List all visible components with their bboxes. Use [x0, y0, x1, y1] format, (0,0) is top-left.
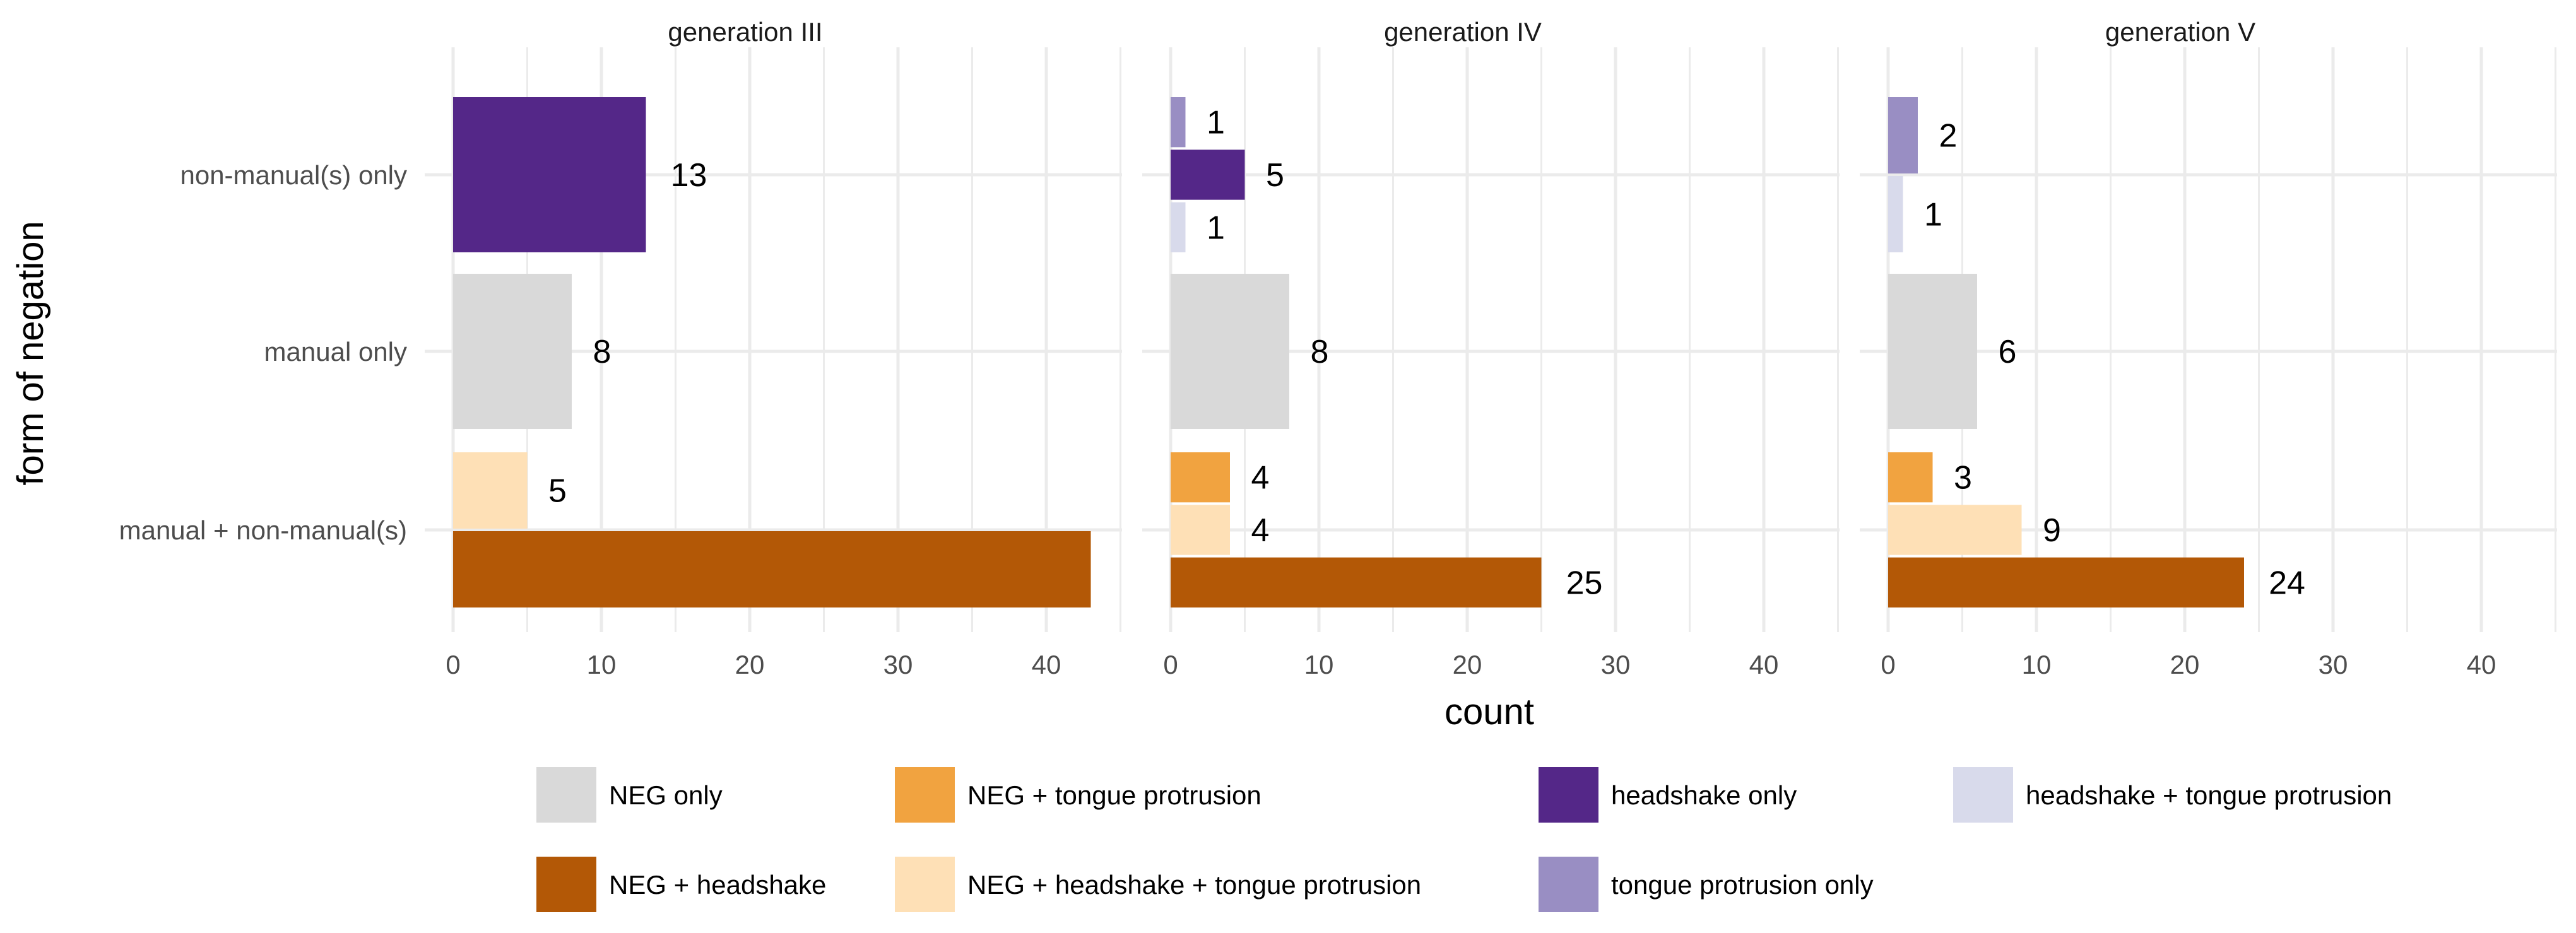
bar [1888, 274, 1977, 429]
bar-value-label: 4 [1251, 460, 1270, 496]
y-tick-label: manual only [264, 337, 407, 367]
x-tick-label: 30 [883, 650, 913, 679]
bar-value-label: 8 [593, 334, 612, 370]
bar [1171, 202, 1186, 252]
panel-title: generation III [668, 17, 822, 47]
bar-value-label: 4 [1251, 512, 1270, 549]
panel-title: generation V [2105, 17, 2255, 47]
x-tick-label: 20 [735, 650, 765, 679]
bar-value-label: 1 [1924, 197, 1942, 233]
legend-swatch [895, 857, 955, 912]
x-tick-label: 10 [1304, 650, 1334, 679]
bar [453, 531, 1091, 607]
legend-item: headshake + tongue protrusion [1953, 767, 2392, 823]
bar [453, 97, 646, 252]
legend-swatch [895, 767, 955, 823]
bar-value-label: 5 [1266, 157, 1284, 194]
x-tick-label: 20 [2170, 650, 2200, 679]
legend-label: NEG only [609, 780, 723, 810]
x-tick-label: 0 [446, 650, 460, 679]
bar [1888, 452, 1933, 503]
legend-item: NEG + tongue protrusion [895, 767, 1261, 823]
bar [1171, 505, 1230, 555]
legend-label: NEG + tongue protrusion [967, 780, 1261, 810]
legend-swatch [536, 857, 596, 912]
bar-value-label: 6 [1999, 334, 2017, 370]
legend-item: NEG only [536, 767, 723, 823]
bar [1171, 150, 1245, 200]
x-axis-title: count [1445, 691, 1534, 732]
y-axis-category-labels: non-manual(s) only manual only manual + no… [119, 160, 407, 545]
bar [1888, 557, 2244, 607]
bar-value-label: 13 [671, 157, 707, 194]
panel-2: generation IV 1 5 1 8 4 4 25 0 10 20 30 40 [1142, 17, 1840, 679]
legend: NEG only NEG + headshake NEG + tongue prot… [536, 767, 2392, 912]
y-axis-title: form of negation [10, 221, 51, 485]
y-tick-label: manual + non-manual(s) [119, 515, 407, 545]
bar-value-label: 1 [1207, 209, 1225, 246]
bar-value-label: 24 [2269, 565, 2305, 601]
panel-title: generation IV [1384, 17, 1542, 47]
bar-value-label: 5 [548, 473, 567, 510]
bar-value-label: 9 [2043, 512, 2061, 549]
bar [453, 274, 572, 429]
bar [1888, 176, 1903, 252]
legend-label: headshake + tongue protrusion [2026, 780, 2392, 810]
x-tick-label: 10 [587, 650, 617, 679]
legend-label: headshake only [1611, 780, 1797, 810]
bar-value-label: 1 [1207, 105, 1225, 141]
y-tick-label: non-manual(s) only [180, 160, 407, 190]
legend-label: NEG + headshake [609, 870, 826, 900]
bar [1171, 557, 1542, 607]
legend-item: NEG + headshake + tongue protrusion [895, 857, 1421, 912]
x-tick-label: 30 [2319, 650, 2348, 679]
bar [1171, 97, 1186, 148]
panel-3: generation V 2 1 6 3 9 24 0 10 20 30 40 [1860, 17, 2557, 679]
legend-label: tongue protrusion only [1611, 870, 1874, 900]
legend-item: headshake only [1539, 767, 1797, 823]
legend-item: NEG + headshake [536, 857, 826, 912]
legend-label: NEG + headshake + tongue protrusion [967, 870, 1421, 900]
bar [1888, 97, 1918, 173]
bar-value-label: 2 [1939, 118, 1958, 155]
legend-swatch [1539, 767, 1598, 823]
bar [453, 452, 528, 529]
x-tick-label: 30 [1601, 650, 1631, 679]
bar-value-label: 8 [1311, 334, 1329, 370]
bar-value-label: 3 [1954, 460, 1972, 496]
x-tick-label: 40 [1749, 650, 1779, 679]
x-tick-label: 40 [2467, 650, 2496, 679]
x-tick-label: 0 [1163, 650, 1178, 679]
x-tick-label: 20 [1453, 650, 1482, 679]
x-tick-label: 0 [1881, 650, 1895, 679]
legend-swatch [1953, 767, 2013, 823]
legend-swatch [1539, 857, 1598, 912]
x-tick-label: 40 [1032, 650, 1061, 679]
bar [1171, 452, 1230, 503]
bar [1888, 505, 2022, 555]
bar [1171, 274, 1289, 429]
panel-1: generation III 13 8 5 0 10 20 30 40 [425, 17, 1122, 679]
x-tick-label: 10 [2022, 650, 2052, 679]
legend-item: tongue protrusion only [1539, 857, 1874, 912]
bar-value-label: 25 [1566, 565, 1603, 601]
legend-swatch [536, 767, 596, 823]
